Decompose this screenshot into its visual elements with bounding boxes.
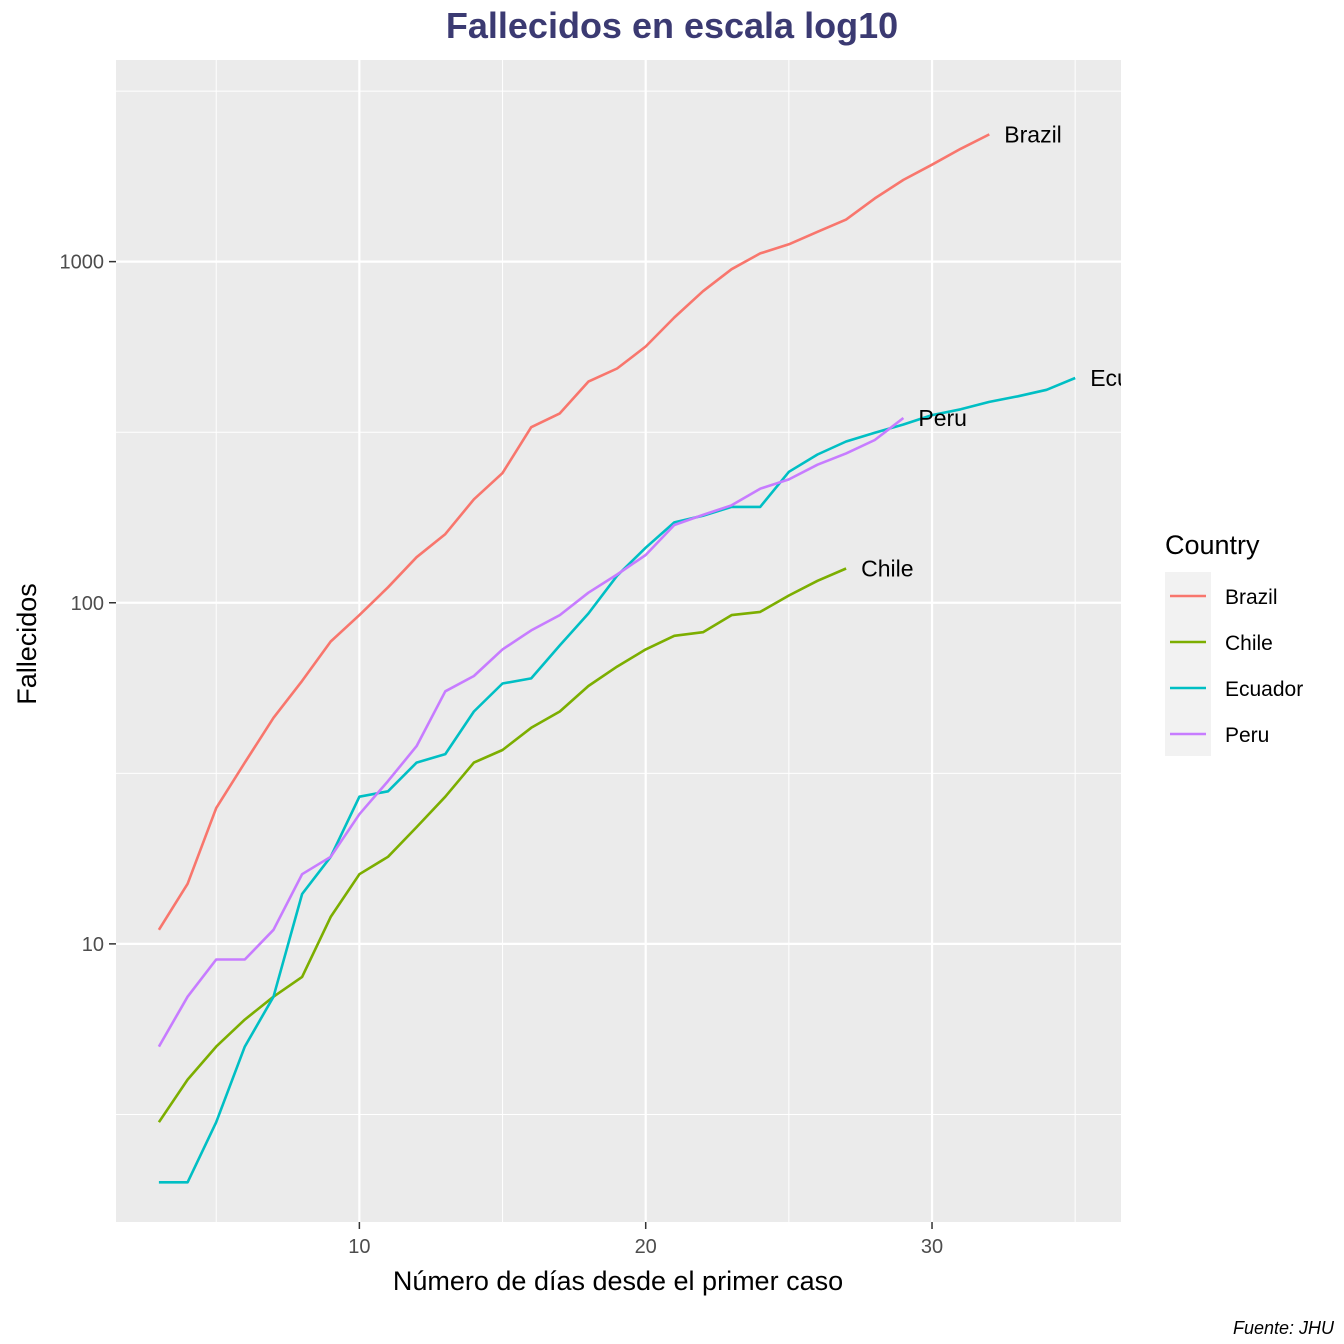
- x-tick-label: 20: [635, 1236, 657, 1258]
- panel-background: [116, 60, 1121, 1222]
- x-tick-label: 30: [921, 1236, 943, 1258]
- legend-label-brazil: Brazil: [1225, 586, 1278, 609]
- series-line-brazil: [157, 133, 990, 931]
- legend-key-background: [1165, 572, 1211, 756]
- chart-title: Fallecidos en escala log10: [446, 5, 898, 46]
- series-lines: [157, 133, 1076, 1184]
- x-axis-title: Número de días desde el primer caso: [393, 1266, 843, 1296]
- y-axis: 10 100 1000: [60, 252, 116, 956]
- series-end-label-brazil: Brazil: [1004, 121, 1062, 147]
- series-end-labels: Brazil Chile Ecuador Peru: [861, 121, 1176, 582]
- legend: Country Brazil Chile Ecuador Peru: [1165, 530, 1303, 756]
- series-end-label-ecuador: Ecuador: [1090, 365, 1176, 391]
- x-tick-label: 10: [348, 1236, 370, 1258]
- legend-title: Country: [1165, 530, 1260, 560]
- legend-label-chile: Chile: [1225, 632, 1273, 655]
- x-axis: 10 20 30: [348, 1222, 943, 1258]
- series-end-label-peru: Peru: [918, 405, 967, 431]
- series-line-peru: [157, 416, 905, 1048]
- y-tick-label: 100: [71, 593, 104, 615]
- caption: Fuente: JHU: [1233, 1318, 1335, 1338]
- y-tick-label: 1000: [60, 252, 105, 274]
- series-end-label-chile: Chile: [861, 556, 913, 582]
- legend-label-ecuador: Ecuador: [1225, 678, 1303, 701]
- y-axis-title: Fallecidos: [12, 583, 42, 705]
- legend-label-peru: Peru: [1225, 724, 1269, 747]
- plot-panel: [116, 60, 1121, 1222]
- y-tick-label: 10: [82, 934, 104, 956]
